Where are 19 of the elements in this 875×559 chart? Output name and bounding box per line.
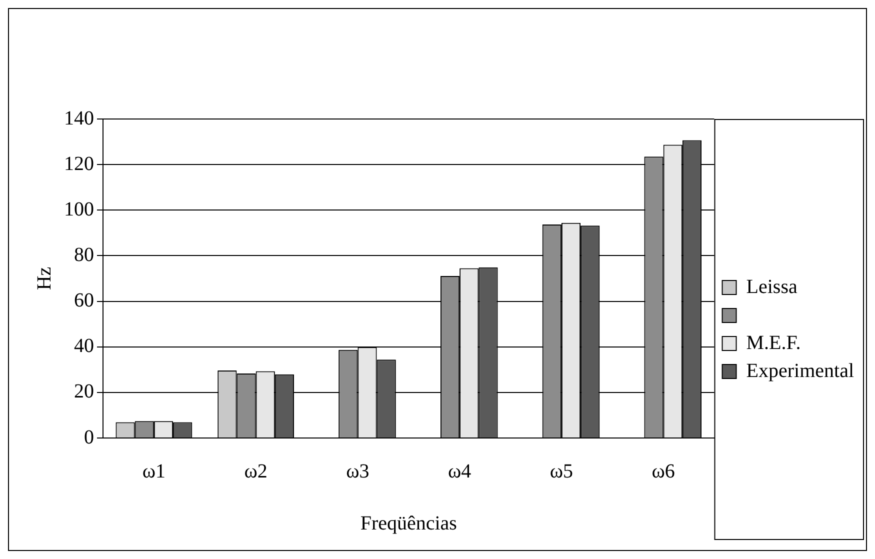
legend-label: Experimental	[746, 360, 854, 382]
x-tick-label: ω3	[346, 460, 370, 482]
y-tick-label: 80	[74, 244, 94, 266]
x-tick-label: ω2	[244, 460, 268, 482]
x-tick-label: ω5	[550, 460, 574, 482]
y-tick-label: 60	[74, 290, 94, 312]
legend-label: Leissa	[746, 276, 798, 298]
y-tick-label: 100	[64, 198, 94, 220]
y-tick-label: 20	[74, 380, 94, 403]
y-tick-label: 40	[74, 335, 94, 358]
legend-label: M.E.F.	[746, 332, 801, 354]
y-tick-label: 0	[84, 426, 94, 448]
x-tick-label: ω6	[652, 460, 675, 482]
x-tick-label: ω4	[448, 460, 472, 482]
y-axis-title: Hz	[33, 266, 56, 290]
x-axis-title: Freqüências	[360, 512, 458, 534]
y-tick-label: 140	[64, 107, 94, 130]
x-tick-label: ω1	[142, 460, 166, 482]
y-tick-label: 120	[64, 152, 94, 175]
